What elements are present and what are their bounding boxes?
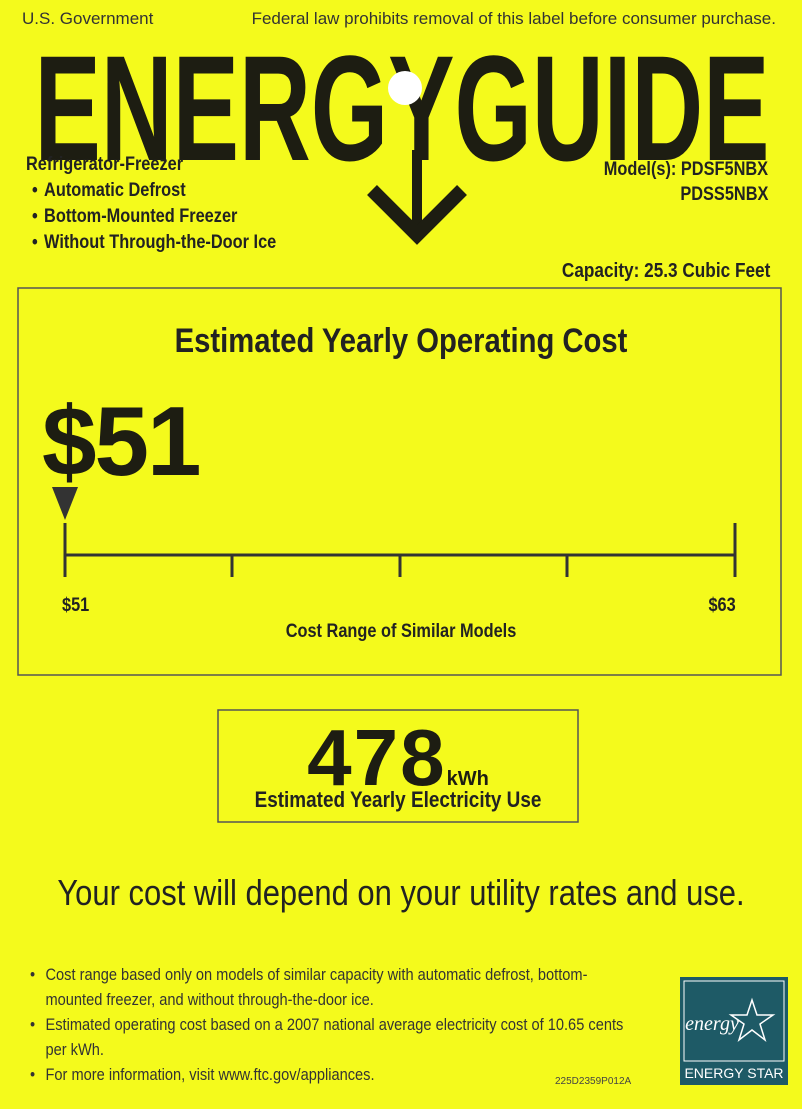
headline: Your cost will depend on your utility ra… [57, 872, 745, 913]
kwh-value: 478kWh [218, 718, 578, 798]
capacity: Capacity: 25.3 Cubic Feet [561, 260, 770, 282]
kwh-box [217, 709, 579, 823]
logo: ENERGYGUIDE [35, 24, 770, 192]
kwh-label: Estimated Yearly Electricity Use [254, 787, 542, 812]
energy-star-frame [683, 980, 785, 1062]
bullet: Estimated operating cost based on a 2007… [30, 1012, 632, 1062]
bullet: For more information, visit www.ftc.gov/… [30, 1062, 632, 1087]
appliance-type: Refrigerator-Freezer [26, 154, 184, 175]
bullet-list: Cost range based only on models of simil… [30, 962, 632, 1087]
issuer: U.S. Government [22, 9, 154, 28]
bullet: Cost range based only on models of simil… [30, 962, 632, 1012]
kwh-amount: 478 [307, 713, 447, 802]
energy-star-logo [680, 977, 788, 1085]
energy-star-text: ENERGY STAR [684, 1065, 783, 1081]
kwh-unit: kWh [446, 768, 489, 790]
cost-title: Estimated Yearly Operating Cost [174, 322, 628, 360]
cost-amount: $51 [42, 386, 202, 496]
energy-star-script: energy [685, 1013, 739, 1035]
notice: Federal law prohibits removal of this la… [251, 9, 776, 28]
range-high: $63 [708, 595, 736, 616]
cost-box [17, 287, 782, 676]
model: PDSS5NBX [679, 184, 768, 205]
models-label-row: Model(s): PDSF5NBX [604, 160, 768, 179]
range-low: $51 [62, 595, 90, 616]
cost-marker [52, 487, 78, 520]
model: PDSF5NBX [680, 159, 768, 180]
feature: Bottom-Mounted Freezer [32, 207, 276, 226]
logo-dot [388, 71, 422, 105]
label-code: 225D2359P012A [555, 1076, 632, 1087]
energy-star-icon [728, 997, 776, 1043]
feature-list: Automatic Defrost Bottom-Mounted Freezer W… [32, 181, 276, 259]
models-label: Model(s): [603, 159, 677, 180]
range-label: Cost Range of Similar Models [285, 621, 517, 642]
feature: Without Through-the-Door Ice [32, 233, 276, 252]
feature: Automatic Defrost [32, 181, 276, 200]
arrow-head [367, 185, 467, 245]
